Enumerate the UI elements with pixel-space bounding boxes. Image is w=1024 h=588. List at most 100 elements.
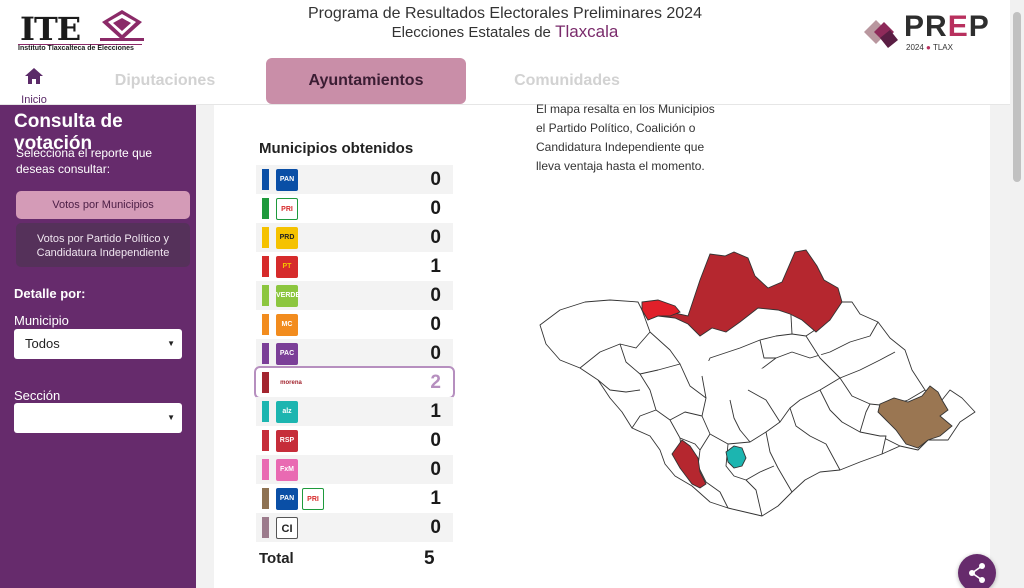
- party-row[interactable]: PAN PRI 1: [256, 484, 453, 513]
- party-color-bar: [262, 430, 269, 451]
- party-row[interactable]: PRI 0: [256, 194, 453, 223]
- report-votos-partido-button[interactable]: Votos por Partido Político y Candidatura…: [16, 223, 190, 267]
- prep-word-post: P: [968, 10, 990, 43]
- prep-state: TLAX: [932, 43, 953, 52]
- party-color-bar: [262, 459, 269, 480]
- party-row[interactable]: MC 0: [256, 310, 453, 339]
- caret-down-icon: ▼: [167, 413, 175, 422]
- report-votos-municipios-button[interactable]: Votos por Municipios: [16, 191, 190, 219]
- home-button[interactable]: Inicio: [14, 64, 54, 106]
- party-color-bar: [262, 169, 269, 190]
- seccion-label: Sección: [14, 388, 61, 403]
- home-label: Inicio: [21, 94, 47, 106]
- party-logo-alianza: alz: [276, 401, 298, 423]
- map-note: El mapa resalta en los Municipios el Par…: [536, 102, 715, 173]
- party-row[interactable]: FxM 0: [256, 455, 453, 484]
- scrollbar-thumb[interactable]: [1013, 12, 1021, 182]
- party-logo-rsp: RSP: [276, 430, 298, 452]
- map-region-morena-south: [671, 439, 707, 489]
- party-count: 0: [430, 314, 441, 335]
- page-subtitle: Elecciones Estatales de Tlaxcala: [290, 22, 720, 43]
- tab-diputaciones[interactable]: Diputaciones: [114, 72, 216, 89]
- tab-comunidades[interactable]: Comunidades: [514, 72, 620, 89]
- party-logo-pac: PAC: [276, 343, 298, 365]
- party-count: 0: [430, 198, 441, 219]
- total-value: 5: [424, 548, 435, 569]
- party-color-bar: [262, 198, 269, 219]
- sidebar-description: Selecciona el reporte que deseas consult…: [16, 146, 153, 176]
- total-label: Total: [259, 550, 294, 567]
- party-row[interactable]: PAN 0: [256, 165, 453, 194]
- party-count: 0: [430, 169, 441, 190]
- party-color-bar: [262, 343, 269, 364]
- party-color-bar: [262, 488, 269, 509]
- party-row[interactable]: RSP 0: [256, 426, 453, 455]
- prep-logo[interactable]: PREP 2024 ● TLAX: [860, 10, 1000, 54]
- map-region-coalicion: [877, 385, 953, 449]
- municipio-label: Municipio: [14, 313, 69, 328]
- ite-emblem-icon: [100, 10, 144, 41]
- prep-emblem-icon: [864, 20, 898, 48]
- party-count: 0: [430, 343, 441, 364]
- party-logo-pan: PAN: [276, 169, 298, 191]
- election-tabs: Inicio Diputaciones Ayuntamientos Comuni…: [0, 58, 1010, 106]
- left-gutter: [196, 105, 214, 588]
- party-row[interactable]: CI 0: [256, 513, 453, 542]
- sidebar-title: Consulta de votación: [14, 111, 123, 154]
- party-logo-morena: morena: [276, 372, 306, 394]
- party-count: 0: [430, 517, 441, 538]
- municipio-select-value: Todos: [25, 336, 60, 351]
- party-row[interactable]: PAC 0: [256, 339, 453, 368]
- ite-full-name: Instituto Tlaxcalteca de Elecciones: [18, 45, 134, 52]
- party-color-bar: [262, 401, 269, 422]
- party-logo-prd: PRD: [276, 227, 298, 249]
- party-count: 0: [430, 285, 441, 306]
- party-row[interactable]: alz 1: [256, 397, 453, 426]
- results-heading: Municipios obtenidos: [259, 140, 414, 157]
- ite-logo[interactable]: ITE Instituto Tlaxcalteca de Elecciones: [18, 8, 144, 54]
- map-region-alianza: [725, 445, 747, 469]
- detail-label: Detalle por:: [14, 286, 86, 301]
- party-count: 0: [430, 227, 441, 248]
- party-logo-pt: PT: [276, 256, 298, 278]
- subtitle-prefix: Elecciones Estatales de: [391, 24, 556, 41]
- party-row[interactable]: VERDE 0: [256, 281, 453, 310]
- prep-word-e: E: [947, 10, 969, 43]
- party-count: 1: [430, 488, 441, 509]
- caret-down-icon: ▼: [167, 339, 175, 348]
- map-region-morena-north: [641, 249, 843, 337]
- share-button[interactable]: [958, 554, 996, 588]
- page-title: Programa de Resultados Electorales Preli…: [308, 5, 702, 22]
- municipio-select[interactable]: Todos ▼: [14, 329, 182, 359]
- party-results-table: PAN 0 PRI 0 PRD 0 PT 1 VERDE 0 MC 0 PAC 0 morena 2 alz 1 R…: [254, 165, 456, 542]
- header: ITE Instituto Tlaxcalteca de Elecciones …: [0, 0, 1010, 58]
- prep-year: 2024: [906, 43, 924, 52]
- tab-ayuntamientos[interactable]: Ayuntamientos: [266, 58, 466, 104]
- party-logo-ci: CI: [276, 517, 298, 539]
- party-color-bar: [262, 285, 269, 306]
- party-row[interactable]: PRD 0: [256, 223, 453, 252]
- party-count: 1: [430, 401, 441, 422]
- share-icon: [969, 563, 985, 583]
- map-region-pt: [641, 299, 681, 321]
- prep-word-pre: PR: [904, 10, 948, 43]
- party-logo-pri: PRI: [276, 198, 298, 220]
- party-count: 2: [430, 372, 441, 393]
- home-icon: [25, 68, 43, 84]
- party-row[interactable]: morena 2: [254, 366, 455, 399]
- ite-divider: [18, 44, 142, 45]
- party-count: 1: [430, 256, 441, 277]
- party-row[interactable]: PT 1: [256, 252, 453, 281]
- tlaxcala-map[interactable]: [530, 240, 985, 530]
- prep-wordmark: PREP: [904, 10, 990, 44]
- party-color-bar: [262, 314, 269, 335]
- seccion-select[interactable]: ▼: [14, 403, 182, 433]
- party-color-bar: [262, 372, 269, 393]
- party-color-bar: [262, 517, 269, 538]
- party-logo-pan: PAN: [276, 488, 298, 510]
- sidebar: Consulta de votación Selecciona el repor…: [0, 105, 196, 588]
- prep-meta: 2024 ● TLAX: [906, 43, 953, 52]
- party-logo-pri: PRI: [302, 488, 324, 510]
- page-scrollbar[interactable]: [1010, 0, 1024, 588]
